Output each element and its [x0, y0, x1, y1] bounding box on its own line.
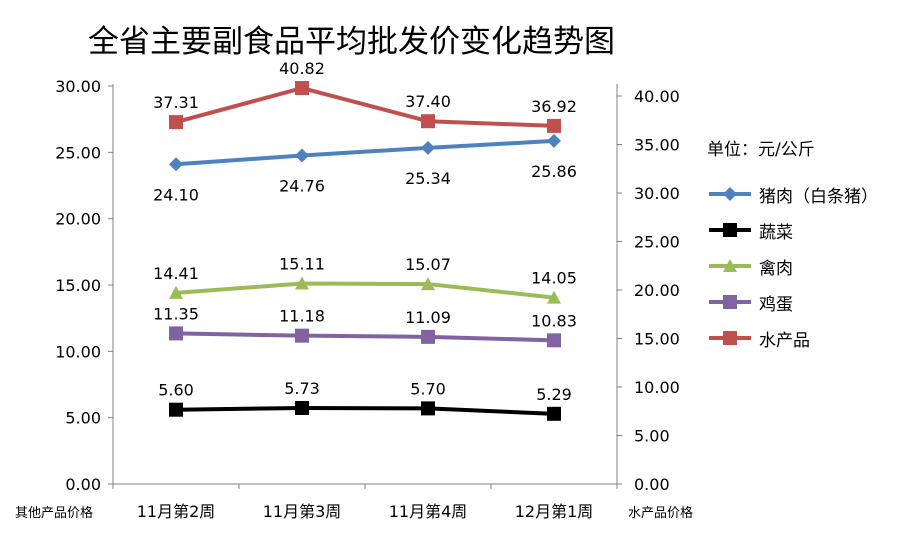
series-1-point — [169, 402, 183, 417]
right-axis-tick-label: 30.00 — [634, 184, 680, 203]
series-1-point — [421, 401, 435, 416]
series-1-data-label: 5.60 — [158, 381, 194, 400]
series-3-data-label: 10.83 — [531, 311, 577, 330]
series-0-line — [175, 138, 555, 167]
right-axis-tick-label: 15.00 — [634, 330, 680, 349]
legend-item: 猪肉（白条猪） — [707, 176, 878, 212]
series-3-point — [547, 333, 561, 348]
left-axis-tick-label: 15.00 — [55, 276, 101, 295]
series-4-line — [175, 86, 555, 128]
series-2-data-label: 14.05 — [531, 269, 577, 288]
legend-label: 蔬菜 — [759, 222, 793, 243]
legend-swatch — [709, 259, 751, 272]
series-3-point — [169, 326, 183, 341]
left-axis-tick-label: 10.00 — [55, 342, 101, 361]
series-3-data-label: 11.35 — [153, 304, 199, 323]
series-1-data-label: 5.70 — [410, 379, 446, 398]
series-4-point — [295, 81, 309, 96]
legend-swatch — [709, 331, 751, 345]
right-axis-tick-label: 25.00 — [634, 233, 680, 252]
left-axis-title: 其他产品价格 — [15, 505, 93, 521]
series-2-data-label: 14.41 — [153, 264, 199, 283]
series-3-data-label: 11.18 — [279, 307, 325, 326]
legend-swatch — [709, 295, 751, 309]
legend-label: 水产品 — [759, 330, 810, 351]
series-4-data-label: 36.92 — [531, 97, 577, 116]
legend-swatch — [709, 223, 751, 237]
series-3-line — [175, 331, 555, 343]
series-2-point — [295, 276, 309, 290]
series-0-data-label: 24.76 — [279, 177, 325, 196]
series-1-line — [175, 405, 555, 416]
legend-label: 禽肉 — [759, 258, 793, 279]
right-axis-tick-label: 40.00 — [634, 87, 680, 106]
series-3-point — [421, 329, 435, 344]
unit-note: 单位：元/公斤 — [707, 140, 815, 160]
series-0-point — [547, 133, 561, 148]
series-0-data-label: 25.86 — [531, 162, 577, 181]
legend-item: 鸡蛋 — [707, 284, 878, 320]
series-4-point — [421, 114, 435, 129]
legend-label: 猪肉（白条猪） — [759, 186, 878, 207]
right-axis-tick-label: 20.00 — [634, 281, 680, 300]
series-1-data-label: 5.29 — [536, 385, 572, 404]
series-4-data-label: 37.40 — [405, 92, 451, 111]
right-axis-tick-label: 5.00 — [634, 427, 670, 446]
series-2-data-label: 15.11 — [279, 255, 325, 274]
x-axis-tick-label: 11月第3周 — [263, 502, 342, 521]
left-axis-tick-label: 5.00 — [65, 409, 101, 428]
series-4-data-label: 40.82 — [279, 59, 325, 78]
left-axis-tick-label: 0.00 — [65, 475, 101, 494]
series-0-data-label: 24.10 — [153, 185, 199, 204]
series-0-point — [421, 140, 435, 155]
legend-item: 蔬菜 — [707, 212, 878, 248]
series-4-data-label: 37.31 — [153, 93, 199, 112]
left-axis-tick-label: 30.00 — [55, 77, 101, 96]
series-2-point — [169, 285, 183, 299]
right-axis-tick-label: 0.00 — [634, 475, 670, 494]
legend-item: 水产品 — [707, 320, 878, 356]
left-axis-tick-label: 25.00 — [55, 143, 101, 162]
x-axis-tick-label: 11月第4周 — [389, 502, 468, 521]
x-axis-tick-label: 12月第1周 — [515, 502, 594, 521]
series-4-point — [169, 115, 183, 130]
right-axis-tick-label: 10.00 — [634, 378, 680, 397]
legend-label: 鸡蛋 — [759, 294, 793, 315]
series-1-data-label: 5.73 — [284, 379, 320, 398]
legend-swatch — [709, 187, 751, 201]
series-4-point — [547, 118, 561, 133]
series-0-point — [169, 157, 183, 172]
series-3-point — [295, 328, 309, 343]
chart-title: 全省主要副食品平均批发价变化趋势图 — [88, 24, 615, 60]
legend: 单位：元/公斤 猪肉（白条猪） 蔬菜禽肉鸡蛋水产品 — [707, 135, 878, 356]
series-1-point — [547, 406, 561, 421]
series-2-data-label: 15.07 — [405, 255, 451, 274]
left-axis-tick-label: 20.00 — [55, 210, 101, 229]
right-axis-title: 水产品价格 — [628, 505, 693, 521]
series-0-data-label: 25.34 — [405, 169, 451, 188]
series-0-point — [295, 148, 309, 163]
x-axis-tick-label: 11月第2周 — [137, 502, 216, 521]
series-2-point — [547, 290, 561, 304]
series-1-point — [295, 400, 309, 415]
right-axis-tick-label: 35.00 — [634, 136, 680, 155]
series-3-data-label: 11.09 — [405, 308, 451, 327]
series-2-line — [175, 281, 555, 300]
legend-item: 禽肉 — [707, 248, 878, 284]
series-2-point — [421, 277, 435, 291]
